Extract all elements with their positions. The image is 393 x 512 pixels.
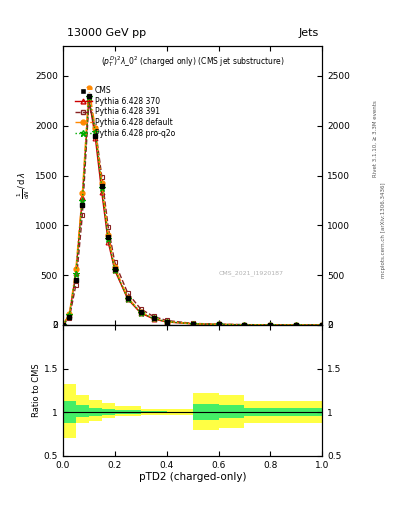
Text: $(p_T^D)^2\lambda\_0^2$ (charged only) (CMS jet substructure): $(p_T^D)^2\lambda\_0^2$ (charged only) (…: [101, 54, 285, 69]
Text: mcplots.cern.ch [arXiv:1306.3436]: mcplots.cern.ch [arXiv:1306.3436]: [381, 183, 386, 278]
Legend: CMS, Pythia 6.428 370, Pythia 6.428 391, Pythia 6.428 default, Pythia 6.428 pro-: CMS, Pythia 6.428 370, Pythia 6.428 391,…: [72, 83, 178, 141]
Y-axis label: $\frac{1}{\mathrm{d}N}\,/\,\mathrm{d}\,\lambda$: $\frac{1}{\mathrm{d}N}\,/\,\mathrm{d}\,\…: [16, 172, 32, 199]
Text: Rivet 3.1.10, ≥ 3.3M events: Rivet 3.1.10, ≥ 3.3M events: [373, 100, 378, 177]
Text: Jets: Jets: [298, 28, 318, 38]
Text: 13000 GeV pp: 13000 GeV pp: [67, 28, 146, 38]
Text: CMS_2021_I1920187: CMS_2021_I1920187: [219, 271, 283, 276]
X-axis label: pTD2 (charged-only): pTD2 (charged-only): [139, 472, 246, 482]
Y-axis label: Ratio to CMS: Ratio to CMS: [32, 364, 41, 417]
